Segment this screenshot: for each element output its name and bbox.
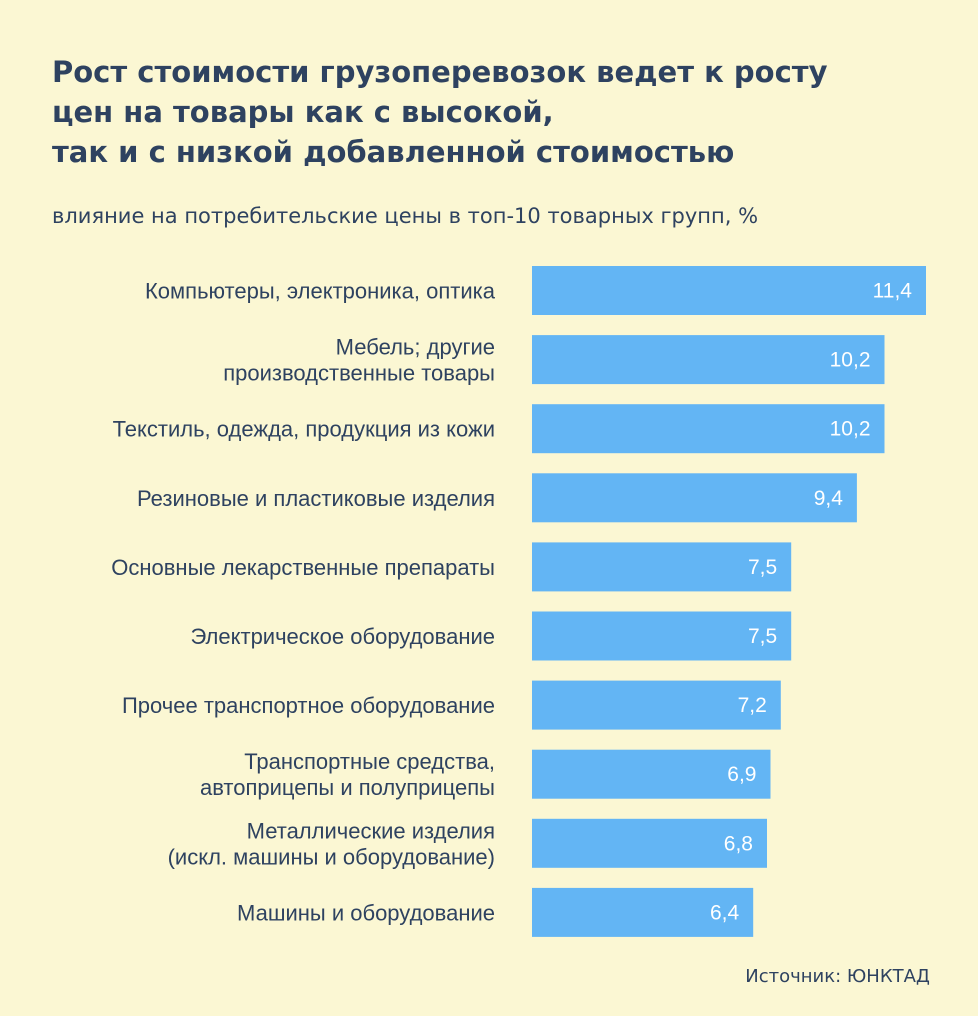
bar-value-label-9: 6,8 [724, 832, 753, 855]
bar-value-label-2: 10,2 [830, 349, 871, 372]
bar-4 [532, 473, 857, 523]
chart-subtitle: влияние на потребительские цены в топ-10… [52, 204, 759, 228]
bar-2 [532, 335, 885, 385]
bar-6 [532, 611, 792, 661]
bar-value-label-6: 7,5 [748, 625, 777, 648]
bar-value-label-7: 7,2 [738, 694, 767, 717]
chart-title-line-1: Рост стоимости грузоперевозок ведет к ро… [52, 55, 828, 89]
category-label-7: Прочее транспортное оборудование [122, 693, 495, 718]
bar-7 [532, 680, 781, 730]
category-label-2-line-1: Мебель; другие [336, 335, 495, 360]
category-label-4: Резиновые и пластиковые изделия [137, 486, 495, 511]
bar-value-label-8: 6,9 [727, 763, 756, 786]
chart-title: Рост стоимости грузоперевозок ведет к ро… [52, 52, 932, 172]
chart-title-line-3: так и с низкой добавленной стоимостью [52, 135, 735, 169]
bar-value-label-5: 7,5 [748, 556, 777, 579]
category-label-8-line-1: Транспортные средства, [244, 749, 495, 774]
source-note: Источник: ЮНКТАД [745, 966, 930, 987]
category-label-2-line-2: производственные товары [223, 361, 495, 386]
bar-value-label-4: 9,4 [814, 487, 844, 510]
bar-value-label-3: 10,2 [830, 418, 871, 441]
category-label-3: Текстиль, одежда, продукция из кожи [113, 417, 495, 442]
bar-value-label-1: 11,4 [873, 280, 913, 303]
bar-chart: 11,4 Компьютеры, электроника, оптика 10,2 М… [111, 266, 926, 937]
bar-1 [532, 266, 926, 315]
bar-5 [532, 542, 792, 592]
category-label-5: Основные лекарственные препараты [111, 555, 495, 580]
bar-8 [532, 749, 771, 799]
category-label-8-line-2: автоприцепы и полуприцепы [200, 775, 495, 800]
category-label-6: Электрическое оборудование [190, 624, 495, 649]
category-label-10: Машины и оборудование [237, 900, 495, 925]
bar-10 [532, 887, 754, 937]
category-label-9-line-1: Металлические изделия [247, 818, 495, 843]
bar-9 [532, 818, 767, 868]
bar-value-label-10: 6,4 [710, 901, 740, 924]
chart-title-line-2: цен на товары как с высокой, [52, 95, 554, 129]
category-label-1: Компьютеры, электроника, оптика [145, 279, 496, 304]
category-label-9-line-2: (искл. машины и оборудование) [168, 844, 495, 869]
bar-3 [532, 404, 885, 454]
